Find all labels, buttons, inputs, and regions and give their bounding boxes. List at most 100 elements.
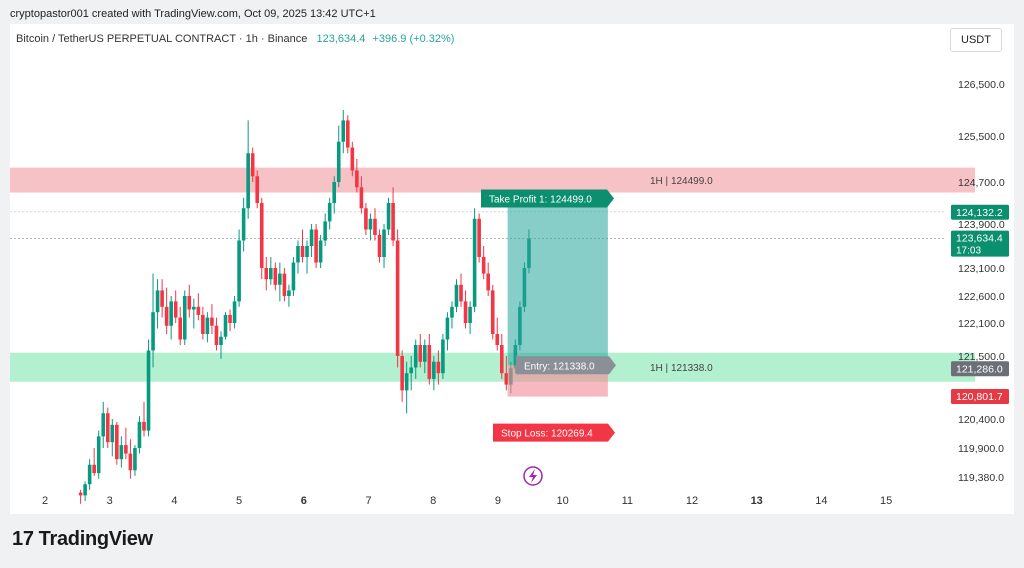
candle-body-66: [377, 235, 382, 257]
candle-body-63: [364, 208, 368, 230]
candle-body-76: [422, 345, 427, 362]
candle-body-52: [314, 229, 318, 263]
candle-body-25: [192, 306, 196, 310]
candle-body-23: [182, 296, 187, 340]
candle-body-57: [336, 141, 341, 182]
candle-body-51: [309, 229, 314, 246]
x-tick-11: 13: [751, 495, 763, 507]
candle-body-45: [282, 273, 287, 296]
chart-credit: cryptopastor001 created with TradingView…: [10, 8, 376, 20]
entry-label: Entry: 121338.0: [516, 356, 616, 375]
candle-body-46: [287, 290, 291, 296]
price-change: +396.9 (+0.32%): [372, 33, 455, 45]
candle-body-14: [142, 421, 146, 431]
price-badge-label-2: 121,286.0: [956, 363, 1003, 375]
candle-body-48: [296, 246, 300, 263]
candle-body-21: [173, 301, 178, 318]
candle-body-59: [345, 120, 350, 148]
candle-body-87: [472, 218, 477, 307]
candle-body-1: [83, 484, 87, 496]
candle-body-38: [250, 153, 255, 177]
candle-body-7: [110, 424, 115, 443]
x-tick-4: 6: [301, 495, 307, 507]
candle-body-85: [463, 301, 468, 323]
y-tick-3: 123,900.0: [958, 219, 1005, 231]
candle-body-34: [232, 301, 237, 323]
stop-loss-label: Stop Loss: 120269.4: [493, 423, 615, 442]
candle-body-28: [205, 317, 210, 334]
x-tick-2: 4: [171, 495, 177, 507]
x-tick-1: 3: [107, 495, 113, 507]
zone-label-1: 1H | 121338.0: [650, 363, 713, 374]
candle-body-93: [499, 345, 504, 374]
candle-body-86: [468, 306, 472, 323]
zone-0: [10, 167, 975, 193]
candle-body-30: [214, 325, 219, 345]
y-tick-6: 122,100.0: [958, 318, 1005, 330]
candle-body-65: [373, 218, 377, 235]
x-tick-13: 15: [880, 495, 892, 507]
x-tick-12: 14: [815, 495, 827, 507]
candle-body-58: [341, 120, 346, 142]
x-tick-3: 5: [236, 495, 242, 507]
candle-body-16: [151, 312, 155, 351]
zone-label-0: 1H | 124499.0: [650, 176, 713, 187]
candle-body-54: [323, 221, 327, 241]
candle-body-84: [459, 284, 463, 302]
symbol-header: Bitcoin / TetherUS PERPETUAL CONTRACT · …: [16, 33, 454, 45]
candle-body-17: [155, 290, 160, 313]
candle-body-9: [119, 445, 124, 460]
candle-body-13: [137, 421, 142, 448]
candle-body-73: [409, 367, 414, 374]
candle-body-2: [87, 464, 92, 485]
candle-body-22: [178, 317, 183, 340]
y-tick-9: 119,900.0: [958, 443, 1004, 455]
x-tick-9: 11: [622, 495, 633, 507]
candle-body-24: [187, 296, 192, 310]
candle-body-37: [246, 153, 250, 209]
tradingview-logo: 17 TradingView: [12, 528, 153, 551]
x-tick-8: 10: [556, 495, 568, 507]
candle-body-92: [495, 334, 500, 345]
candle-body-75: [418, 345, 423, 362]
y-tick-5: 122,600.0: [958, 291, 1005, 303]
candle-body-55: [327, 203, 332, 222]
candle-body-26: [196, 306, 201, 315]
zone-1: [10, 352, 975, 382]
candle-body-70: [395, 240, 400, 356]
candle-body-69: [391, 203, 395, 241]
x-tick-10: 12: [686, 495, 698, 507]
candle-body-62: [359, 187, 364, 209]
candle-body-11: [128, 453, 133, 471]
candle-body-47: [291, 262, 296, 291]
candle-body-50: [305, 246, 309, 257]
candle-body-53: [318, 240, 323, 263]
candle-body-94: [504, 373, 509, 385]
price-badge-label-0: 124,132.2: [956, 207, 1003, 219]
brand-name: TradingView: [38, 528, 153, 550]
flash-icon[interactable]: [523, 466, 543, 486]
stop-loss-label-text: Stop Loss: 120269.4: [501, 429, 593, 440]
y-tick-0: 126,500.0: [958, 79, 1005, 91]
y-tick-1: 125,500.0: [958, 131, 1005, 143]
y-tick-4: 123,100.0: [958, 263, 1005, 275]
candle-body-35: [237, 240, 241, 302]
candle-body-89: [481, 257, 486, 274]
candle-body-49: [300, 246, 305, 257]
price-badge-label-3: 120,801.7: [956, 391, 1003, 403]
candle-body-82: [450, 306, 454, 318]
entry-label-text: Entry: 121338.0: [524, 361, 595, 372]
profit-zone: [507, 202, 608, 366]
currency-button[interactable]: USDT: [950, 28, 1002, 52]
candle-body-39: [255, 176, 260, 203]
candle-body-31: [219, 336, 223, 345]
candle-body-68: [386, 203, 391, 230]
candle-body-74: [413, 345, 418, 368]
candle-body-42: [269, 268, 273, 280]
take-profit-label-shape: [481, 189, 614, 208]
candle-body-88: [477, 218, 481, 257]
candle-body-20: [169, 301, 173, 326]
candle-body-10: [124, 445, 128, 454]
x-tick-5: 7: [365, 495, 371, 507]
candle-body-0: [78, 492, 83, 496]
